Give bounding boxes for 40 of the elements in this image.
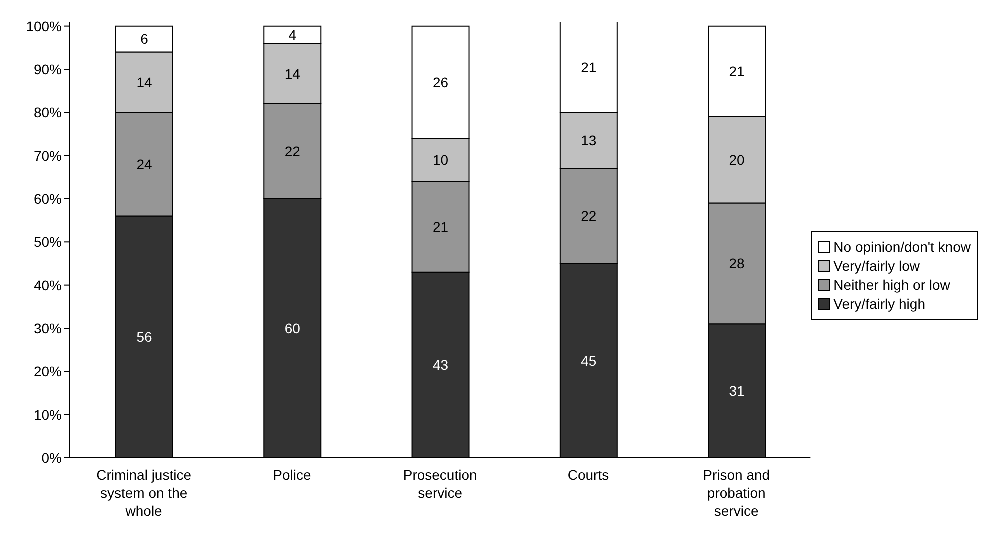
legend-label: No opinion/don't know: [832, 239, 971, 255]
y-tick-label: 60%: [34, 190, 62, 207]
data-label: 13: [581, 132, 597, 149]
data-label: 4: [288, 26, 297, 43]
data-label: 22: [581, 208, 597, 224]
y-tick-label: 40%: [34, 277, 62, 294]
data-label: 6: [140, 31, 149, 48]
y-tick-label: 30%: [34, 320, 62, 336]
x-tick-label: Prison and probation service: [703, 467, 770, 519]
legend-label: Very/fairly low: [832, 258, 922, 274]
y-tick-label: 20%: [34, 364, 62, 380]
data-label: 20: [729, 152, 746, 168]
data-label: 10: [432, 152, 449, 168]
data-label: 56: [136, 329, 152, 346]
data-label: 14: [284, 66, 301, 82]
data-label: 21: [581, 59, 597, 76]
data-label: 22: [284, 143, 301, 160]
data-label: 14: [136, 74, 152, 90]
x-tick-label: Prosecution service: [403, 467, 478, 501]
data-label: 21: [432, 219, 449, 236]
x-tick-label: Police: [273, 467, 312, 483]
y-tick-label: 0%: [42, 450, 62, 466]
legend-label: Very/fairly high: [832, 296, 926, 312]
legend-label: Neither high or low: [832, 277, 952, 293]
y-tick-label: 10%: [34, 406, 62, 423]
x-tick-label: Courts: [568, 467, 610, 483]
data-label: 43: [432, 357, 449, 374]
y-tick-label: 70%: [34, 148, 62, 164]
y-tick-label: 90%: [34, 61, 62, 78]
x-tick-label: Criminal justice system on the whole: [96, 467, 192, 519]
data-label: 21: [729, 64, 746, 80]
y-tick-label: 100%: [26, 18, 62, 34]
y-tick-label: 80%: [34, 104, 62, 121]
y-tick-label: 50%: [34, 234, 62, 250]
data-label: 24: [136, 156, 152, 172]
data-label: 60: [284, 320, 301, 336]
data-label: 28: [729, 256, 746, 272]
data-label: 31: [729, 383, 746, 400]
data-label: 45: [581, 352, 597, 369]
data-label: 26: [432, 74, 449, 90]
